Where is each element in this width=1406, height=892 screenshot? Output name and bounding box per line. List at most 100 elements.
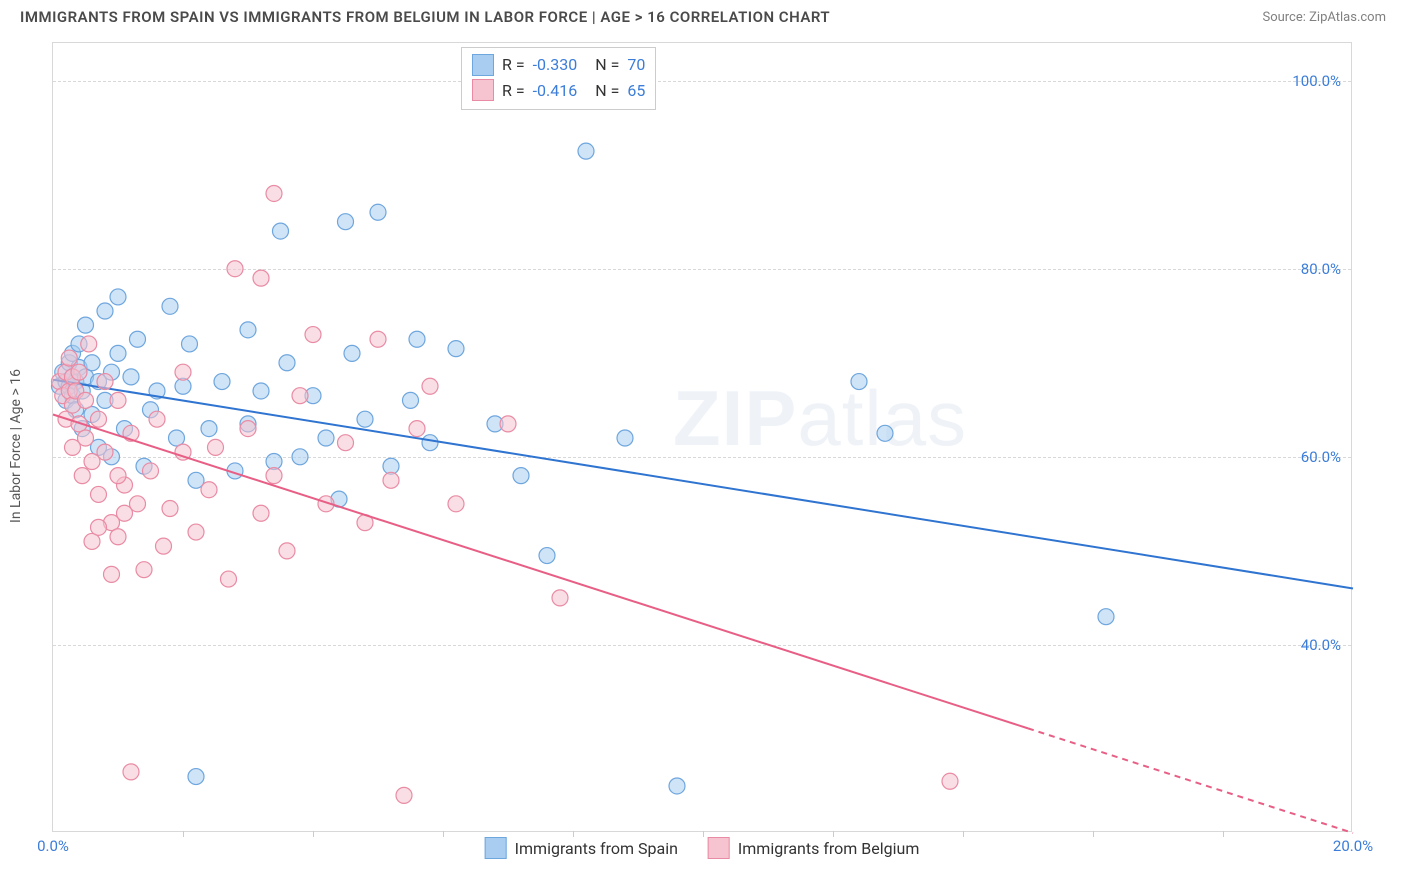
scatter-point-belgium [91, 411, 107, 427]
scatter-point-belgium [409, 421, 425, 437]
scatter-point-spain [110, 289, 126, 305]
stats-row-spain: R = -0.330 N = 70 [472, 52, 645, 78]
scatter-point-spain [357, 411, 373, 427]
stat-r-value: -0.330 [533, 52, 578, 78]
scatter-point-spain [214, 374, 230, 390]
chart-plot-area: 40.0%60.0%80.0%100.0% 0.0%20.0% ZIPatlas… [52, 42, 1352, 832]
stat-n-label: N = [595, 78, 619, 104]
trend-line-belgium [53, 414, 1028, 728]
scatter-point-spain [448, 341, 464, 357]
scatter-point-spain [422, 435, 438, 451]
scatter-point-belgium [110, 468, 126, 484]
scatter-point-belgium [188, 524, 204, 540]
chart-title: IMMIGRANTS FROM SPAIN VS IMMIGRANTS FROM… [20, 8, 830, 26]
scatter-point-spain [123, 369, 139, 385]
legend-swatch-spain [472, 54, 494, 76]
y-axis-label: In Labor Force | Age > 16 [8, 369, 24, 523]
scatter-point-spain [318, 430, 334, 446]
scatter-point-belgium [253, 270, 269, 286]
scatter-point-belgium [91, 486, 107, 502]
scatter-point-spain [201, 421, 217, 437]
stat-r-label: R = [502, 78, 525, 104]
series-legend: Immigrants from Spain Immigrants from Bel… [485, 837, 920, 859]
scatter-point-spain [279, 355, 295, 371]
scatter-point-belgium [156, 538, 172, 554]
scatter-point-belgium [208, 439, 224, 455]
scatter-point-belgium [942, 773, 958, 789]
stat-n-value: 65 [627, 78, 645, 104]
scatter-point-spain [344, 345, 360, 361]
scatter-point-belgium [78, 430, 94, 446]
scatter-point-belgium [175, 364, 191, 380]
trend-line-belgium-dashed [1028, 728, 1353, 833]
scatter-point-spain [403, 392, 419, 408]
scatter-point-belgium [305, 327, 321, 343]
scatter-point-belgium [383, 472, 399, 488]
scatter-point-belgium [552, 590, 568, 606]
scatter-point-belgium [279, 543, 295, 559]
scatter-point-spain [253, 383, 269, 399]
scatter-point-spain [162, 298, 178, 314]
scatter-point-belgium [500, 416, 516, 432]
scatter-point-belgium [227, 261, 243, 277]
scatter-point-spain [578, 143, 594, 159]
scatter-point-belgium [97, 444, 113, 460]
scatter-point-belgium [422, 378, 438, 394]
scatter-point-belgium [370, 331, 386, 347]
scatter-point-belgium [123, 764, 139, 780]
scatter-point-belgium [240, 421, 256, 437]
scatter-point-belgium [91, 519, 107, 535]
scatter-point-belgium [201, 482, 217, 498]
x-tick-label: 0.0% [37, 837, 69, 855]
stat-n-label: N = [595, 52, 619, 78]
x-tick-label: 20.0% [1333, 837, 1373, 855]
scatter-point-spain [617, 430, 633, 446]
scatter-point-spain [188, 769, 204, 785]
scatter-point-belgium [292, 388, 308, 404]
legend-swatch-belgium [708, 837, 730, 859]
source-label: Source: ZipAtlas.com [1262, 10, 1386, 25]
scatter-point-belgium [136, 562, 152, 578]
scatter-point-belgium [396, 787, 412, 803]
scatter-point-spain [669, 778, 685, 794]
legend-swatch-belgium [472, 79, 494, 101]
scatter-point-spain [110, 345, 126, 361]
scatter-point-spain [273, 223, 289, 239]
stat-r-value: -0.416 [533, 78, 578, 104]
scatter-point-spain [370, 204, 386, 220]
scatter-point-spain [851, 374, 867, 390]
scatter-point-spain [292, 449, 308, 465]
scatter-point-belgium [266, 468, 282, 484]
scatter-point-belgium [110, 392, 126, 408]
scatter-point-belgium [81, 336, 97, 352]
scatter-point-spain [539, 548, 555, 564]
scatter-point-belgium [149, 411, 165, 427]
scatter-point-belgium [74, 468, 90, 484]
scatter-point-spain [78, 317, 94, 333]
legend-item-belgium: Immigrants from Belgium [708, 837, 919, 859]
trend-line-spain [53, 380, 1353, 589]
scatter-point-spain [1098, 609, 1114, 625]
scatter-point-belgium [97, 374, 113, 390]
scatter-point-spain [97, 303, 113, 319]
stats-row-belgium: R = -0.416 N = 65 [472, 78, 645, 104]
scatter-point-belgium [338, 435, 354, 451]
scatter-svg [53, 43, 1353, 833]
scatter-point-belgium [61, 350, 77, 366]
scatter-point-spain [513, 468, 529, 484]
scatter-point-belgium [104, 566, 120, 582]
scatter-point-belgium [266, 185, 282, 201]
scatter-point-belgium [143, 463, 159, 479]
legend-item-spain: Immigrants from Spain [485, 837, 678, 859]
scatter-point-spain [338, 214, 354, 230]
scatter-point-spain [877, 425, 893, 441]
scatter-point-belgium [110, 529, 126, 545]
scatter-point-belgium [71, 364, 87, 380]
stats-legend: R = -0.330 N = 70 R = -0.416 N = 65 [461, 47, 656, 110]
stat-r-label: R = [502, 52, 525, 78]
scatter-point-belgium [253, 505, 269, 521]
scatter-point-spain [130, 331, 146, 347]
stat-n-value: 70 [627, 52, 645, 78]
legend-label: Immigrants from Belgium [738, 839, 919, 858]
scatter-point-spain [182, 336, 198, 352]
